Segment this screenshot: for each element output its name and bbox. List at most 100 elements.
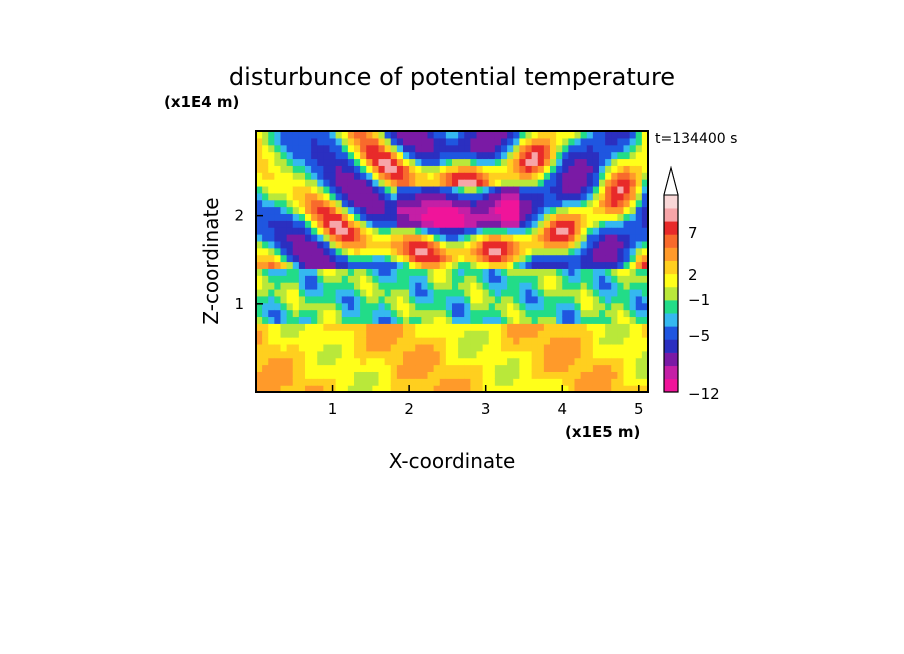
heatmap-cell	[519, 179, 527, 187]
heatmap-cell	[311, 206, 318, 215]
heatmap-cell	[347, 275, 355, 283]
heatmap-cell	[623, 288, 631, 297]
heatmap-cell	[433, 131, 441, 139]
heatmap-cell	[390, 213, 398, 221]
heatmap-cell	[574, 185, 582, 194]
heatmap-cell	[574, 254, 582, 263]
heatmap-cell	[378, 357, 386, 366]
heatmap-cell	[574, 268, 582, 276]
heatmap-cell	[390, 165, 398, 173]
heatmap-cell	[268, 240, 275, 249]
heatmap-cell	[507, 350, 514, 359]
heatmap-cell	[262, 302, 269, 311]
heatmap-cell	[525, 275, 533, 283]
heatmap-cell	[439, 378, 447, 386]
heatmap-cell	[543, 151, 551, 160]
heatmap-cell	[409, 254, 416, 263]
heatmap-cell	[317, 330, 324, 338]
heatmap-cell	[409, 234, 416, 242]
heatmap-cell	[556, 323, 563, 331]
heatmap-cell	[384, 288, 392, 297]
heatmap-cell	[427, 185, 435, 194]
heatmap-cell	[574, 206, 582, 215]
heatmap-cell	[599, 371, 606, 379]
heatmap-cell	[562, 144, 569, 153]
heatmap-cell	[298, 337, 306, 345]
heatmap-cell	[445, 185, 453, 194]
heatmap-cell	[268, 213, 275, 221]
heatmap-cell	[433, 261, 441, 269]
heatmap-cell	[286, 137, 294, 146]
heatmap-cell	[439, 240, 447, 249]
heatmap-cell	[421, 192, 429, 201]
heatmap-cell	[458, 227, 465, 235]
heatmap-cell	[623, 179, 631, 187]
heatmap-cell	[427, 144, 435, 153]
heatmap-cell	[458, 288, 465, 297]
heatmap-cell	[366, 295, 373, 304]
heatmap-cell	[470, 172, 478, 180]
heatmap-cell	[439, 268, 447, 276]
heatmap-cell	[354, 295, 361, 304]
heatmap-cell	[629, 268, 637, 276]
heatmap-cell	[494, 247, 502, 256]
heatmap-cell	[629, 316, 637, 324]
heatmap-cell	[280, 302, 288, 311]
heatmap-cell	[543, 144, 551, 153]
heatmap-cell	[360, 364, 367, 372]
heatmap-cell	[452, 131, 459, 139]
heatmap-cell	[605, 213, 612, 221]
heatmap-cell	[433, 282, 441, 290]
heatmap-cell	[360, 343, 367, 352]
heatmap-cell	[550, 295, 557, 304]
heatmap-cell	[439, 213, 447, 221]
heatmap-cell	[433, 350, 441, 359]
heatmap-cell	[378, 172, 386, 180]
heatmap-cell	[470, 364, 478, 372]
heatmap-cell	[470, 371, 478, 379]
heatmap-cell	[403, 275, 410, 283]
heatmap-cell	[482, 227, 490, 235]
heatmap-cell	[360, 234, 367, 242]
heatmap-cell	[476, 206, 484, 215]
heatmap-cell	[629, 350, 637, 359]
heatmap-cell	[543, 350, 551, 359]
heatmap-cell	[256, 302, 263, 311]
heatmap-cell	[262, 282, 269, 290]
heatmap-cell	[335, 288, 343, 297]
heatmap-cell	[586, 131, 594, 139]
heatmap-cell	[464, 172, 471, 180]
heatmap-cell	[286, 302, 294, 311]
heatmap-cell	[458, 234, 465, 242]
heatmap-cell	[482, 179, 490, 187]
heatmap-cell	[311, 357, 318, 366]
heatmap-cell	[280, 364, 288, 372]
heatmap-cell	[562, 275, 569, 283]
heatmap-cell	[311, 137, 318, 146]
heatmap-cell	[611, 254, 618, 263]
heatmap-cell	[445, 206, 453, 215]
heatmap-cell	[635, 254, 643, 263]
heatmap-cell	[256, 275, 263, 283]
heatmap-cell	[513, 268, 520, 276]
heatmap-cell	[623, 350, 631, 359]
heatmap-cell	[366, 275, 373, 283]
heatmap-cell	[543, 343, 551, 352]
heatmap-cell	[550, 261, 557, 269]
heatmap-cell	[586, 247, 594, 256]
heatmap-cell	[298, 302, 306, 311]
heatmap-cell	[311, 227, 318, 235]
heatmap-cell	[519, 343, 527, 352]
heatmap-cell	[366, 240, 373, 249]
heatmap-cell	[305, 330, 312, 338]
heatmap-cell	[470, 137, 478, 146]
heatmap-cell	[347, 371, 355, 379]
heatmap-cell	[629, 295, 637, 304]
heatmap-cell	[335, 337, 343, 345]
heatmap-cell	[403, 213, 410, 221]
heatmap-cell	[562, 227, 569, 235]
heatmap-cell	[378, 165, 386, 173]
heatmap-cell	[580, 378, 588, 386]
heatmap-cell	[366, 385, 373, 393]
heatmap-cell	[403, 288, 410, 297]
